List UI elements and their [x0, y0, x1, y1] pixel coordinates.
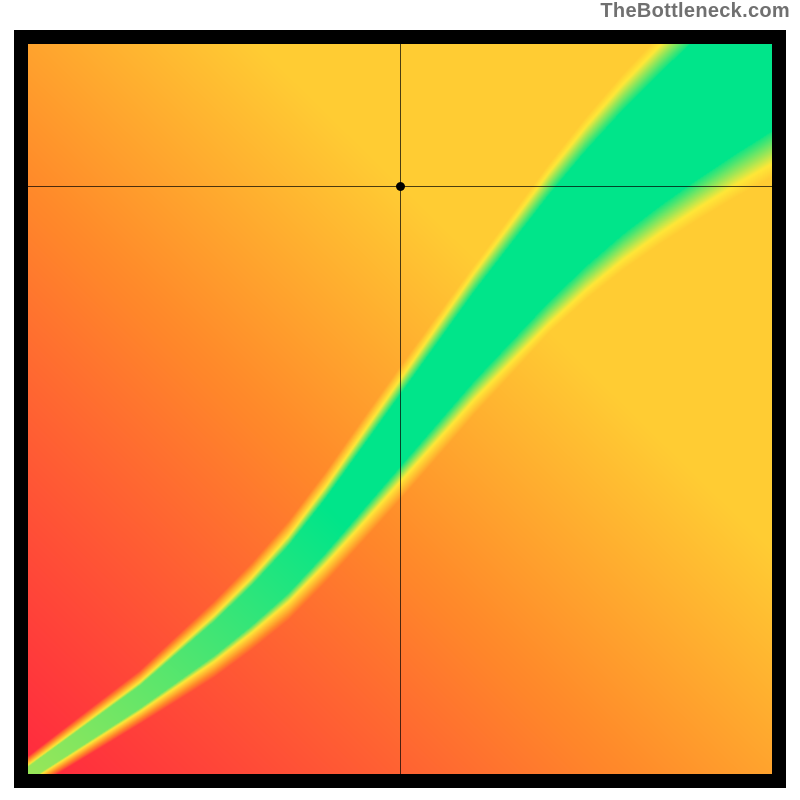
- watermark-text: TheBottleneck.com: [600, 0, 790, 23]
- chart-container: TheBottleneck.com: [0, 0, 800, 800]
- crosshair-marker: [396, 182, 405, 191]
- crosshair-vertical: [400, 44, 401, 774]
